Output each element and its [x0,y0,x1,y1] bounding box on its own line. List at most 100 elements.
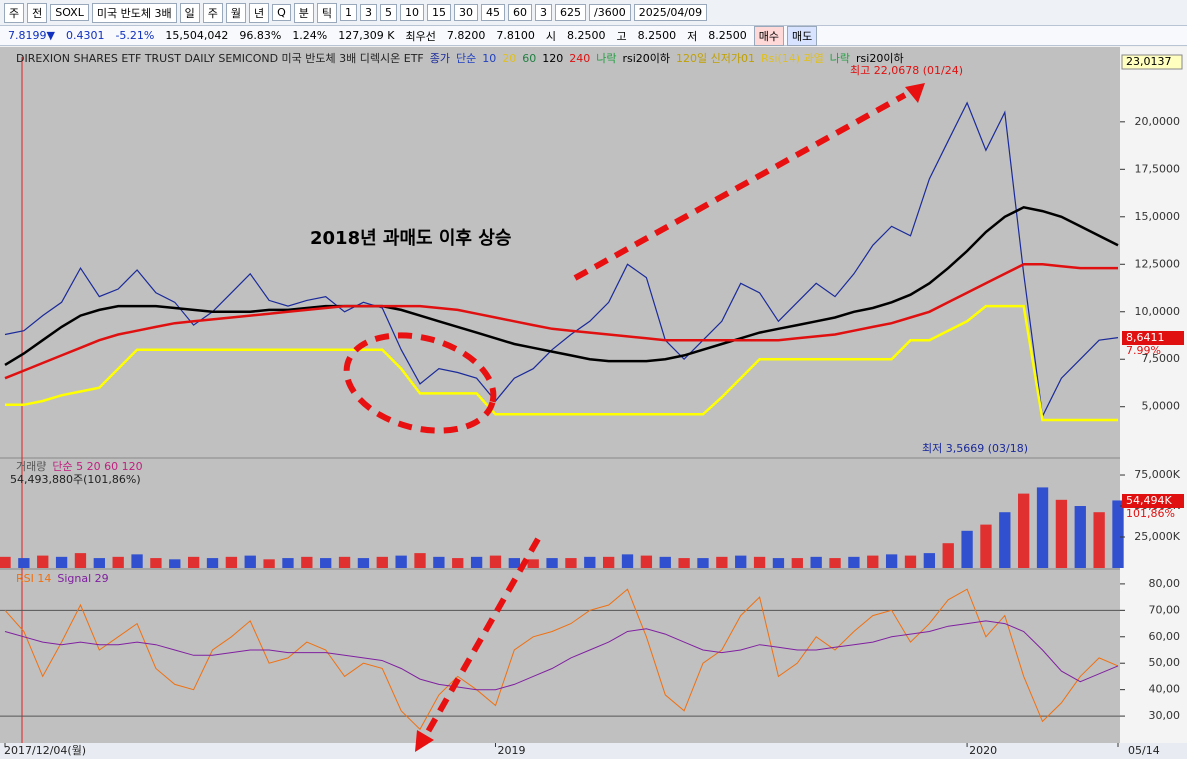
quote-field: 7.8200 [446,29,486,42]
volume-bar [716,556,728,568]
y-tick-label: 75,000K [1134,468,1180,481]
y-tick-label: 70,00 [1149,603,1181,616]
volume-bar [206,558,219,568]
series-line [4,205,1119,366]
toolbar-item[interactable]: 미국 반도체 3배 [91,2,177,23]
toolbar-item[interactable]: SOXL [50,4,89,21]
annotation: 2018년 과매도 이후 상승 [310,228,511,249]
volume-bar [169,559,181,568]
toolbar-item[interactable]: 분 [293,2,314,23]
legend-entry: 120 [542,52,563,65]
toolbar-item[interactable]: 45 [481,4,505,21]
price-tag-box [1122,331,1184,345]
toolbar-item[interactable]: 월 [225,2,246,23]
axis-panel [1120,47,1187,759]
volume-bar [885,554,898,568]
toolbar-item[interactable]: 2025/04/09 [633,4,708,21]
volume-bar [942,543,954,568]
quote-field: 7.8199▼ [8,29,55,42]
toolbar-item[interactable]: 주 [4,2,25,23]
y-tick-label: 12,5000 [1135,257,1181,270]
y-tick-label: 60,00 [1149,630,1181,643]
toolbar-item[interactable]: 3 [360,4,377,21]
volume-tag: 54,494K [1126,494,1172,507]
volume-bar [93,558,105,568]
volume-bar [433,556,445,568]
volume-bar [867,555,879,568]
quote-field: 8.2500 [708,29,747,42]
volume-bar [55,556,68,568]
toolbar: 주 전 SOXL 미국 반도체 3배 일 주 월 년 Q 분 틱 1 3 5 10 15 30 45 60 3 625/… [0,0,1187,26]
volume-bar [301,556,313,568]
series-line [4,263,1118,380]
y-tick-label: 5,0000 [1142,400,1181,413]
volume-bar [697,558,709,568]
y-tick-label: 25,000K [1134,530,1180,543]
toolbar-item[interactable]: 1 [340,4,357,21]
volume-bar [357,558,370,568]
legend-entry: 종가 [430,52,450,65]
legend-entry: rsi20이하 [856,51,904,65]
toolbar-item[interactable]: 틱 [316,2,337,23]
quote-field: 7.8100 [496,29,535,42]
y-tick-label: 40,00 [1149,683,1181,696]
volume-bar [1112,500,1124,568]
volume-subtitle: 54,493,880주(101,86%) [10,473,141,486]
volume-bar [829,558,841,568]
volume-bar [489,555,502,568]
legend-entry: 10 [482,52,496,65]
volume-bar [1093,512,1105,568]
toolbar-item[interactable]: 10 [400,4,424,21]
legend-entry: 60 [522,52,536,65]
y-tick-label: 17,5000 [1135,162,1181,175]
legend-entry: rsi20이하 [623,51,671,65]
volume-bar [1055,499,1068,568]
volume-bar [225,556,238,568]
toolbar-item[interactable]: 일 [179,2,200,23]
toolbar-item[interactable]: 30 [454,4,478,21]
quote-field[interactable]: 매도 [786,25,818,46]
volume-bar [621,554,634,568]
toolbar-item[interactable]: 주 [202,2,223,23]
toolbar-item[interactable]: 15 [427,4,451,21]
legend-entry: 단순 [456,52,476,65]
toolbar-item[interactable]: 전 [27,2,48,23]
volume-bar [1036,487,1049,568]
volume-bar [1018,493,1030,568]
toolbar-item[interactable]: 년 [248,2,270,23]
volume-bar [772,558,785,568]
toolbar-item[interactable]: 3 [535,4,552,21]
volume-bar [810,556,822,568]
quote-field: 8.2500 [566,29,606,42]
series-line [5,304,1118,422]
toolbar-item[interactable]: Q [272,4,291,21]
toolbar-item[interactable]: 60 [508,4,532,21]
volume-tag-box [1122,494,1184,508]
volume-bar [678,558,690,568]
x-tick-label: 2020 [969,744,997,757]
x-axis-strip [0,743,1187,759]
volume-bar [565,558,577,568]
legend-entry: 나락 [596,52,616,65]
volume-bar [338,556,351,568]
toolbar-item[interactable]: 625 [555,4,586,21]
legend-entry: RSI 14 [16,572,51,585]
volume-bar [452,558,464,568]
toolbar-item[interactable]: 5 [380,4,397,21]
quote-field[interactable]: 매수 [753,25,784,46]
toolbar-item[interactable]: /3600 [589,4,631,21]
price-tag: 7.99% [1126,344,1161,357]
volume-bar [735,555,747,568]
y-tick-label: 15,0000 [1135,210,1181,223]
x-tick-label: 05/14 [1128,744,1160,757]
volume-bar [263,559,275,568]
legend-entry: Signal 29 [57,572,108,585]
chart: 5,0000 7,5000 10,0000 12,5000 15,0000 17,5000… [0,47,1187,759]
quote-field: 시 [545,29,556,43]
arrow [422,537,541,739]
quote-field: 96.83% [239,29,282,42]
series-line [4,620,1119,691]
volume-bar [18,558,30,568]
price-tag: 8,6411 [1126,331,1165,344]
